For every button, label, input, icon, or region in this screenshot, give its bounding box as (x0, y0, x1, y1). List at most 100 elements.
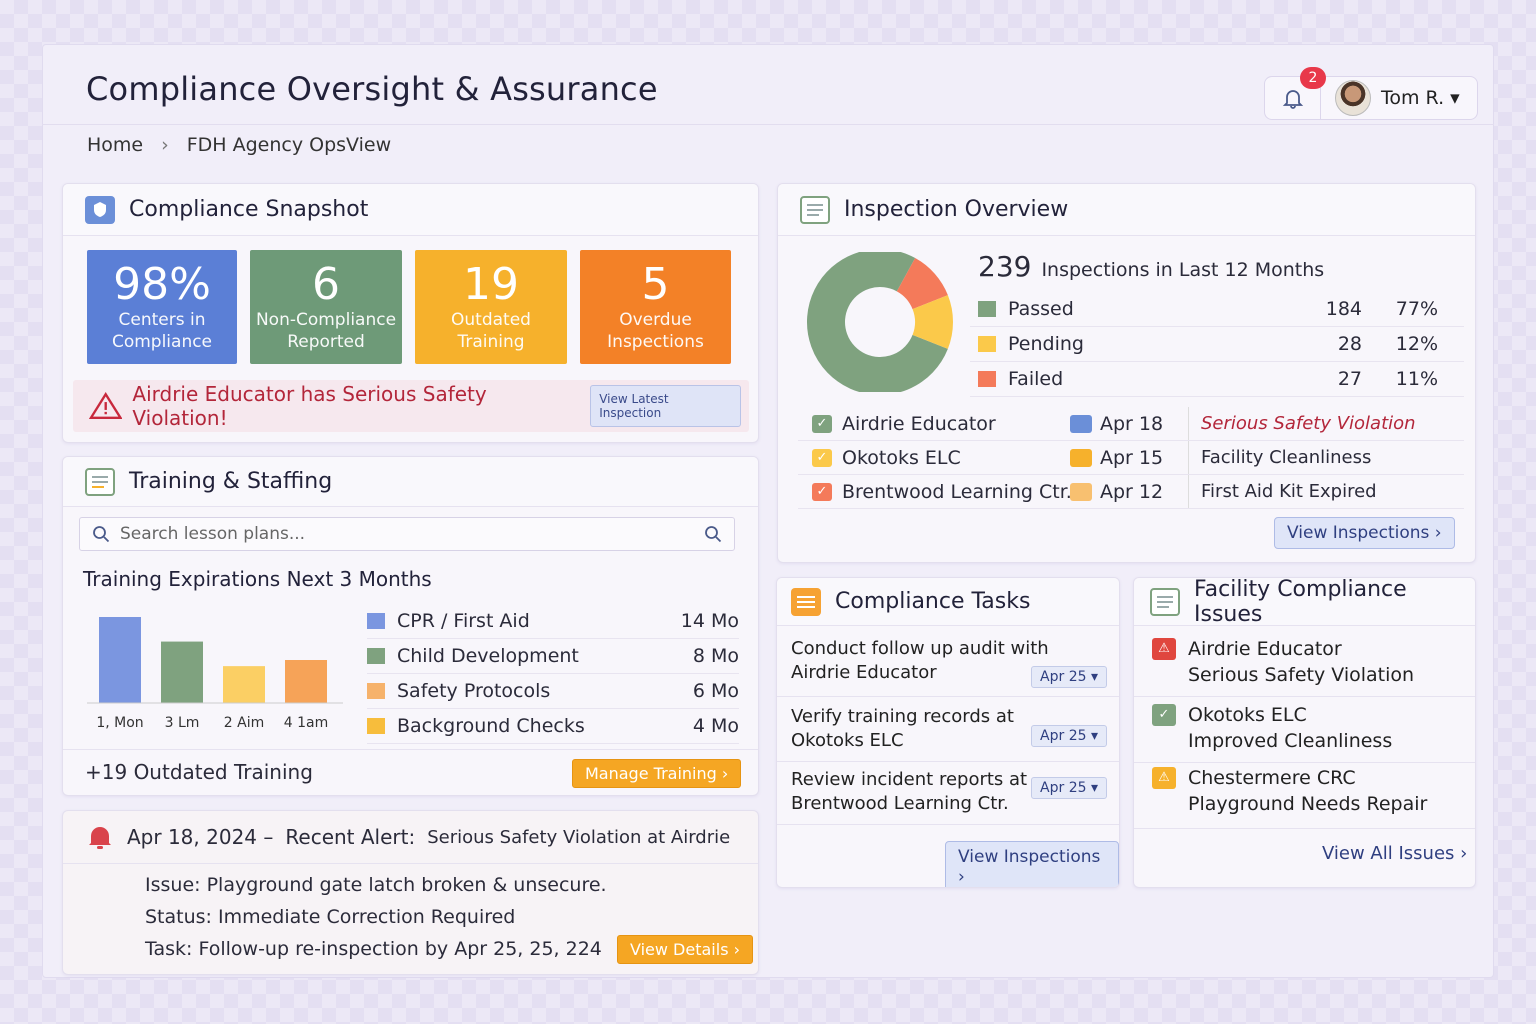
clipboard-icon (85, 467, 115, 496)
inspection-total: 239 Inspections in Last 12 Months (978, 250, 1324, 283)
facility-issue-item[interactable]: ⚠ Chestermere CRC Playground Needs Repair (1152, 765, 1427, 817)
status-check-icon: ✓ (812, 414, 832, 433)
kpi-non-compliance[interactable]: 6 Non-Compliance Reported (250, 250, 402, 364)
task-item[interactable]: Verify training records at Okotoks ELC (791, 705, 1111, 753)
task-date-select[interactable]: Apr 25 ▾ (1031, 666, 1107, 688)
breakdown-row: Passed 184 77% (970, 292, 1464, 327)
bar (285, 660, 327, 703)
view-all-issues-link[interactable]: View All Issues › (1322, 843, 1468, 864)
avatar (1335, 80, 1371, 116)
donut-slice-pending (912, 295, 953, 349)
task-date-select[interactable]: Apr 25 ▾ (1031, 777, 1107, 799)
task-label: Task: (145, 938, 193, 960)
breakdown-count: 27 (1337, 368, 1362, 390)
breakdown-percent: 11% (1395, 368, 1438, 390)
facility-issue-item[interactable]: ✓ Okotoks ELC Improved Cleanliness (1152, 702, 1392, 754)
facility-issue-item[interactable]: ⚠ Airdrie Educator Serious Safety Violatio… (1152, 636, 1414, 688)
bar-label: 2 Aim (224, 715, 264, 731)
bar-label: 3 Lm (165, 715, 200, 731)
clipboard-icon (1150, 587, 1180, 616)
manage-training-button[interactable]: Manage Training › (572, 759, 742, 788)
clipboard-icon (800, 195, 830, 224)
legend-swatch (367, 718, 385, 734)
breadcrumb-home[interactable]: Home (87, 134, 144, 156)
safety-alert-banner: Airdrie Educator has Serious Safety Viol… (73, 380, 749, 432)
calendar-icon (1070, 482, 1092, 501)
facility-issue: Improved Cleanliness (1188, 730, 1393, 752)
kpi-label: Reported (287, 332, 365, 352)
legend-value: 6 Mo (692, 680, 739, 702)
facility-name: Okotoks ELC (1188, 704, 1307, 726)
kpi-label: Training (457, 332, 525, 352)
lesson-search-input[interactable]: Search lesson plans... (79, 517, 735, 551)
alert-icon: ⚠ (1152, 638, 1176, 660)
legend-label: Background Checks (397, 715, 585, 737)
compliance-snapshot-title: Compliance Snapshot (129, 197, 369, 222)
notifications-button[interactable]: 2 (1265, 67, 1326, 119)
facility-name: Chestermere CRC (1188, 767, 1356, 789)
facility-issue-text: Chestermere CRC Playground Needs Repair (1188, 765, 1427, 817)
search-submit-icon[interactable] (704, 525, 722, 543)
divider (1134, 762, 1475, 763)
facility-issues-title: Facility Compliance Issues (1194, 577, 1407, 627)
user-name: Tom R. ▾ (1381, 87, 1460, 109)
training-expirations-chart: 1, Mon 3 Lm 2 Aim 4 1am (87, 617, 343, 731)
task-item[interactable]: Conduct follow up audit with Airdrie Educ… (791, 637, 1111, 685)
view-latest-inspection-button[interactable]: View Latest Inspection (590, 385, 741, 427)
kpi-label: Outdated (451, 310, 531, 330)
breakdown-row: Pending 28 12% (970, 327, 1464, 362)
kpi-outdated-training[interactable]: 19 Outdated Training (415, 250, 567, 364)
inspection-note: First Aid Kit Expired (1188, 475, 1377, 508)
inspection-date: Apr 15 (1100, 446, 1164, 469)
shield-icon (85, 195, 115, 224)
warning-icon (89, 392, 123, 419)
task-item[interactable]: Review incident reports at Brentwood Lear… (791, 768, 1111, 816)
training-expirations-title: Training Expirations Next 3 Months (83, 567, 432, 591)
bar (99, 617, 141, 703)
training-legend: CPR / First Aid 14 Mo Child Development 8 M… (367, 604, 739, 744)
inspection-overview-title: Inspection Overview (844, 197, 1069, 222)
kpi-overdue-inspections[interactable]: 5 Overdue Inspections (580, 250, 731, 364)
view-inspections-button[interactable]: View Inspections › (945, 841, 1119, 887)
task-text: Follow-up re-inspection by Apr 25, 25, 2… (198, 938, 602, 960)
view-details-button[interactable]: View Details › (617, 935, 754, 964)
page-title: Compliance Oversight & Assurance (86, 70, 658, 108)
breadcrumb-current[interactable]: FDH Agency OpsView (186, 134, 392, 156)
legend-value: 14 Mo (680, 610, 739, 632)
legend-value: 4 Mo (692, 715, 739, 737)
legend-swatch (367, 683, 385, 699)
compliance-tasks-title: Compliance Tasks (835, 589, 1031, 614)
training-staffing-card: Training & Staffing Search lesson plans.… (62, 456, 759, 796)
facility-name: Airdrie Educator (1188, 638, 1342, 660)
inspection-note: Facility Cleanliness (1188, 441, 1371, 474)
issue-label: Issue: (145, 874, 201, 896)
donut-slice-failed (896, 258, 948, 310)
kpi-label: Overdue (619, 310, 692, 330)
breakdown-swatch (978, 301, 996, 317)
bar (223, 666, 265, 703)
kpi-centers-in-compliance[interactable]: 98% Centers in Compliance (87, 250, 237, 364)
kpi-value: 5 (641, 259, 670, 310)
breakdown-row: Failed 27 11% (970, 362, 1464, 397)
inspection-row[interactable]: ✓ Brentwood Learning Ctr. Apr 12 First Aid … (798, 475, 1464, 509)
task-list-icon (791, 587, 821, 616)
status-label: Status: (145, 906, 212, 928)
alarm-bell-icon (89, 827, 111, 849)
user-menu[interactable]: Tom R. ▾ (1321, 80, 1460, 116)
recent-inspections-list: ✓ Airdrie Educator Apr 18 Serious Safety Vi… (798, 407, 1464, 509)
task-line: Brentwood Learning Ctr. (791, 793, 1009, 814)
recent-alert-date: Apr 18, 2024 – (127, 825, 274, 849)
inspection-row[interactable]: ✓ Okotoks ELC Apr 15 Facility Cleanliness (798, 441, 1464, 475)
check-icon: ✓ (1152, 704, 1176, 726)
inspection-date: Apr 12 (1100, 480, 1164, 503)
inspection-note: Serious Safety Violation (1188, 407, 1416, 440)
legend-row: Safety Protocols 6 Mo (367, 674, 739, 709)
inspection-breakdown: Passed 184 77% Pending 28 12% Failed 27 11% (970, 292, 1464, 397)
breakdown-percent: 12% (1395, 333, 1438, 355)
facility-issues-header: Facility Compliance Issues (1134, 577, 1475, 627)
inspection-row[interactable]: ✓ Airdrie Educator Apr 18 Serious Safety Vi… (798, 407, 1464, 441)
legend-label: Child Development (397, 645, 579, 667)
task-date-select[interactable]: Apr 25 ▾ (1031, 725, 1107, 747)
view-inspections-button[interactable]: View Inspections › (1274, 517, 1455, 549)
task-line: Verify training records at (791, 706, 1014, 727)
